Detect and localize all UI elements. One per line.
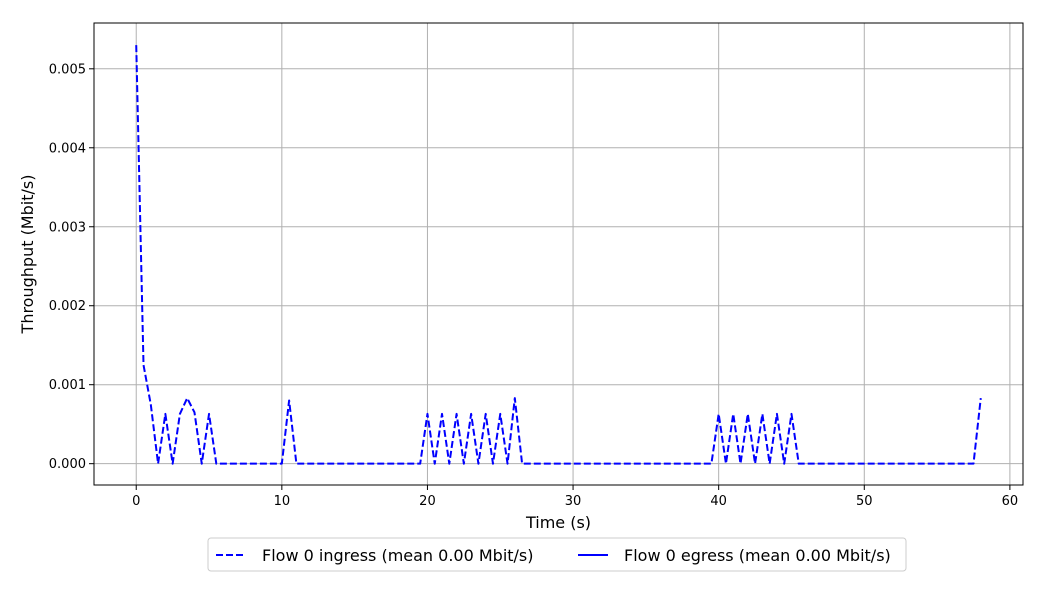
tick-layer: 0 10 20 30 40 50 60 0.000 0.001 0.002 0.003 0.004 0.… — [49, 62, 1018, 509]
y-axis-label: Throughput (Mbit/s) — [18, 175, 37, 335]
legend: Flow 0 ingress (mean 0.00 Mbit/s) Flow 0… — [207, 537, 907, 572]
x-tick-label: 20 — [419, 494, 436, 509]
x-tick-label: 40 — [710, 494, 727, 509]
y-tick-label: 0.001 — [49, 378, 86, 393]
series-layer — [135, 45, 982, 465]
legend-box — [207, 537, 907, 572]
y-tick-label: 0.002 — [49, 299, 86, 314]
x-tick-label: 30 — [565, 494, 582, 509]
x-tick-label: 0 — [132, 494, 140, 509]
x-axis-label: Time (s) — [525, 513, 591, 532]
grid-layer — [94, 23, 1023, 485]
plot-frame — [93, 22, 1024, 486]
x-tick-label: 50 — [856, 494, 873, 509]
y-tick-label: 0.003 — [49, 220, 86, 235]
x-tick-label: 60 — [1002, 494, 1019, 509]
y-tick-label: 0.005 — [49, 62, 86, 77]
y-tick-label: 0.004 — [49, 141, 86, 156]
series-line-0 — [135, 45, 982, 465]
y-tick-label: 0.000 — [49, 457, 86, 472]
x-tick-label: 10 — [274, 494, 291, 509]
legend-label-ingress: Flow 0 ingress (mean 0.00 Mbit/s) — [262, 546, 534, 565]
legend-label-egress: Flow 0 egress (mean 0.00 Mbit/s) — [624, 546, 891, 565]
